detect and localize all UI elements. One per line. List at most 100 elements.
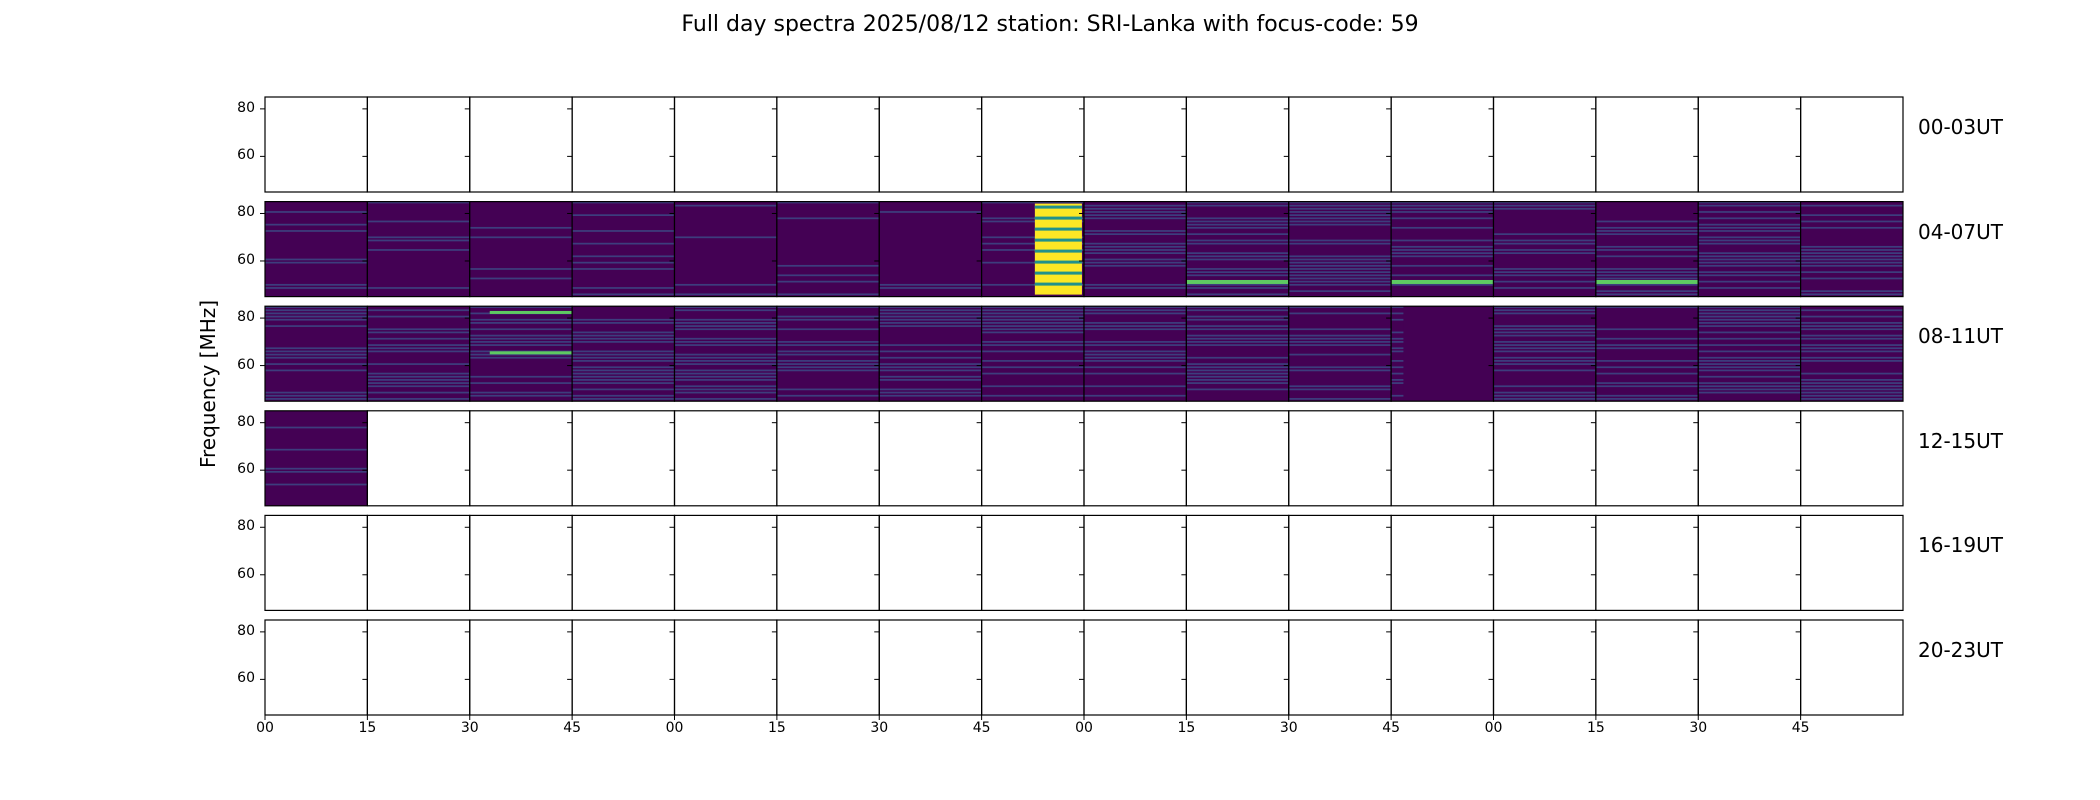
panel-frame — [1698, 97, 1800, 192]
frequency-stripe — [1391, 255, 1493, 257]
frequency-stripe — [1186, 259, 1288, 261]
frequency-stripe — [777, 363, 879, 365]
frequency-stripe — [777, 217, 879, 219]
frequency-stripe — [1289, 370, 1391, 372]
frequency-stripe — [572, 255, 674, 257]
spectrum-panel — [977, 515, 1084, 610]
frequency-stripe — [1698, 357, 1800, 359]
frequency-stripe — [572, 319, 674, 321]
spectrum-panel — [670, 97, 777, 192]
panel-frame — [367, 515, 469, 610]
frequency-stripe — [470, 341, 572, 343]
frequency-stripe — [367, 344, 469, 346]
panel-frame — [572, 411, 674, 506]
frequency-stripe — [265, 347, 367, 349]
frequency-stripe — [1698, 389, 1800, 391]
frequency-stripe — [265, 471, 367, 473]
panel-frame — [982, 411, 1084, 506]
frequency-stripe — [1596, 271, 1698, 273]
frequency-stripe — [1698, 274, 1800, 276]
spectrum-panel — [260, 515, 367, 610]
frequency-stripe — [1186, 344, 1288, 346]
frequency-stripe — [1186, 274, 1288, 276]
frequency-stripe — [572, 370, 674, 372]
frequency-stripe — [1698, 332, 1800, 334]
bright-band — [1596, 280, 1698, 284]
frequency-stripe — [982, 316, 1084, 318]
spectrum-panel — [1079, 620, 1186, 715]
burst-band — [1035, 272, 1082, 275]
frequency-stripe — [1494, 360, 1596, 362]
row-time-label: 16-19UT — [1918, 533, 2003, 557]
frequency-stripe — [572, 287, 674, 289]
frequency-stripe — [367, 328, 469, 330]
panel-frame — [470, 411, 572, 506]
panel-frame — [1186, 515, 1288, 610]
frequency-stripe — [675, 357, 777, 359]
spectrum-panel — [874, 411, 981, 506]
frequency-stripe — [675, 354, 777, 356]
frequency-stripe — [1801, 347, 1903, 349]
frequency-stripe — [1596, 246, 1698, 248]
spectrum-panel — [1386, 202, 1493, 297]
frequency-stripe — [265, 319, 367, 321]
x-tick-label: 45 — [1792, 720, 1810, 736]
frequency-stripe — [1084, 309, 1186, 311]
frequency-stripe — [1698, 252, 1800, 254]
frequency-stripe — [1186, 217, 1288, 219]
frequency-stripe — [1801, 395, 1903, 397]
panel-frame — [1494, 620, 1596, 715]
spectrum-background — [675, 202, 777, 297]
frequency-stripe — [879, 287, 981, 289]
frequency-stripe — [1494, 249, 1596, 251]
frequency-stripe — [1494, 328, 1596, 330]
spectrum-background — [470, 202, 572, 297]
frequency-stripe — [367, 332, 469, 334]
frequency-stripe — [879, 366, 981, 368]
frequency-stripe — [1289, 341, 1391, 343]
frequency-stripe — [1698, 281, 1800, 283]
frequency-stripe — [1186, 271, 1288, 273]
panel-frame — [470, 515, 572, 610]
frequency-stripe — [1698, 259, 1800, 261]
frequency-stripe — [1289, 328, 1391, 330]
frequency-stripe — [572, 357, 674, 359]
frequency-stripe — [777, 316, 879, 318]
spectrum-panel — [567, 411, 674, 506]
frequency-stripe — [1698, 265, 1800, 267]
x-tick-label: 30 — [1280, 720, 1298, 736]
frequency-stripe — [1289, 224, 1391, 226]
panel-frame — [675, 620, 777, 715]
frequency-stripe — [1289, 385, 1391, 387]
frequency-stripe — [1801, 382, 1903, 384]
y-tick-label: 60 — [215, 566, 255, 582]
panel-frame — [1391, 97, 1493, 192]
frequency-stripe — [1596, 268, 1698, 270]
spectrum-panel — [465, 202, 572, 297]
x-tick-label: 00 — [256, 720, 274, 736]
frequency-stripe — [1084, 373, 1186, 375]
panel-frame — [367, 620, 469, 715]
frequency-stripe — [1494, 392, 1596, 394]
frequency-stripe — [1801, 293, 1903, 295]
y-tick-label: 80 — [215, 623, 255, 639]
frequency-stripe — [265, 211, 367, 213]
frequency-stripe — [1186, 268, 1288, 270]
frequency-stripe — [1801, 214, 1903, 216]
spectrum-panel — [1284, 411, 1391, 506]
frequency-stripe — [265, 262, 367, 264]
frequency-stripe — [879, 322, 981, 324]
frequency-stripe — [879, 325, 981, 327]
frequency-stripe — [777, 265, 879, 267]
panel-frame — [1494, 97, 1596, 192]
frequency-stripe — [1391, 265, 1493, 267]
frequency-stripe — [675, 236, 777, 238]
frequency-stripe — [1698, 325, 1800, 327]
frequency-stripe — [1391, 227, 1493, 229]
spectrum-panel — [1693, 515, 1800, 610]
x-tick-label: 45 — [973, 720, 991, 736]
frequency-stripe — [1801, 227, 1903, 229]
spectrum-panel — [670, 202, 777, 297]
frequency-stripe — [675, 398, 777, 400]
panel-frame — [1698, 515, 1800, 610]
